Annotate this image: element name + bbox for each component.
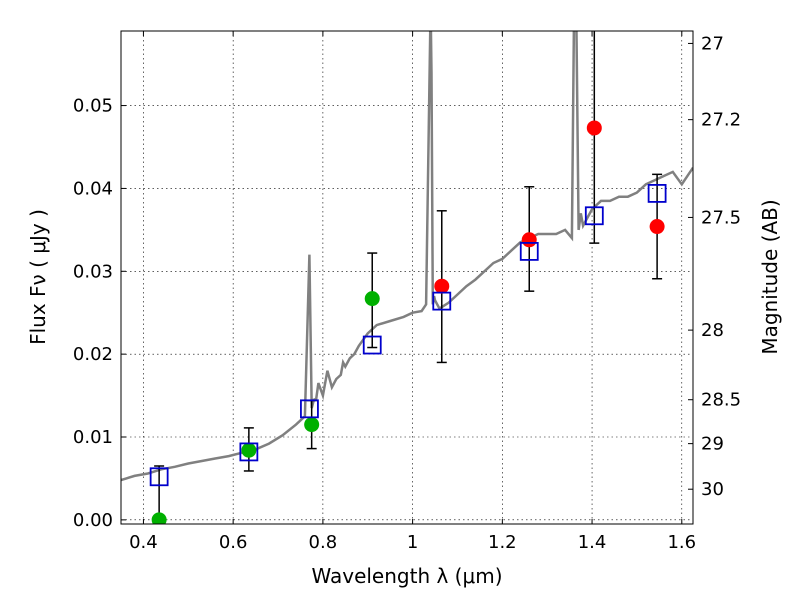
y2-tick-label: 30	[701, 479, 724, 500]
x-tick-label: 0.4	[129, 532, 158, 553]
y2-tick-label: 28.5	[701, 390, 741, 411]
x-tick-label: 0.8	[309, 532, 338, 553]
y-tick-label: 0.03	[73, 261, 113, 282]
y-tick-label: 0.05	[73, 96, 113, 117]
model-band-marker	[362, 335, 382, 355]
y2-tick-label: 27.5	[701, 207, 741, 228]
detection-point	[364, 291, 380, 307]
x-tick-label: 1.4	[578, 532, 607, 553]
detection-point	[151, 512, 167, 524]
y-axis-ticks: 0.00 0.01 0.02 0.03 0.04 0.05	[73, 96, 126, 531]
y2-tick-label: 27	[701, 33, 724, 54]
hst-point	[521, 232, 537, 248]
x-tick-label: 0.6	[219, 532, 248, 553]
hst-point	[649, 219, 665, 235]
hst-point	[434, 278, 450, 294]
x-tick-label: 1.2	[488, 532, 517, 553]
y-tick-label: 0.02	[73, 344, 113, 365]
plot-background	[121, 31, 693, 524]
y-axis-label: Flux Fν ( μJy )	[26, 209, 50, 345]
grid-lines	[121, 31, 693, 524]
y2-tick-label: 29	[701, 434, 724, 455]
plot-frame	[120, 30, 694, 525]
x-axis-ticks: 0.4 0.6 0.8 1 1.2 1.4 1.6	[129, 31, 696, 553]
detection-point	[304, 417, 320, 433]
y2-tick-label: 28	[701, 320, 724, 341]
x-axis-label: Wavelength λ (μm)	[311, 564, 502, 588]
y-tick-label: 0.00	[73, 510, 113, 531]
model-band-marker	[519, 241, 539, 261]
detection-point	[241, 442, 257, 458]
y-tick-label: 0.04	[73, 178, 113, 199]
y2-axis-ticks: 27 27.2 27.5 28 28.5 29 30	[688, 33, 741, 500]
data-markers	[149, 120, 667, 524]
model-band-marker	[239, 442, 259, 462]
x-tick-label: 1.6	[667, 532, 696, 553]
x-tick-label: 1	[407, 532, 418, 553]
y2-axis-label: Magnitude (AB)	[758, 199, 782, 354]
model-band-marker	[584, 206, 604, 226]
model-band-marker	[647, 183, 667, 203]
y-tick-label: 0.01	[73, 427, 113, 448]
model-band-marker	[300, 399, 319, 419]
model-band-marker	[149, 467, 169, 487]
plot-area	[121, 31, 693, 524]
hst-point	[586, 120, 602, 136]
y2-tick-label: 27.2	[701, 110, 741, 131]
model-band-marker	[432, 291, 452, 311]
